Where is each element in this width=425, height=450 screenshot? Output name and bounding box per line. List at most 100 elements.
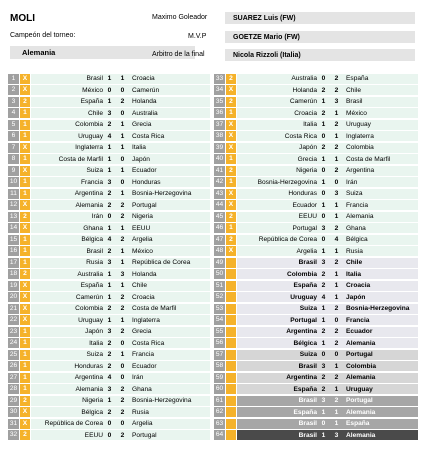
away-score[interactable]: 1 [120,75,125,82]
away-score[interactable]: 2 [334,224,339,232]
home-score[interactable]: 1 [107,75,112,82]
home-score[interactable]: 1 [107,144,112,151]
home-score[interactable]: 2 [321,282,326,289]
away-score[interactable]: 2 [120,431,125,439]
away-score[interactable]: 2 [120,213,125,220]
away-score[interactable]: 1 [334,132,339,140]
home-score[interactable]: 4 [107,132,112,140]
away-score[interactable]: 1 [334,420,339,427]
home-score[interactable]: 1 [321,408,326,416]
away-score[interactable]: 2 [120,328,125,335]
home-score[interactable]: 3 [107,385,112,393]
away-score[interactable]: 0 [120,109,125,117]
home-score[interactable]: 2 [107,351,112,358]
home-score[interactable]: 3 [107,259,112,266]
home-score[interactable]: 2 [321,374,326,381]
away-score[interactable]: 2 [334,167,339,174]
away-score[interactable]: 1 [334,155,339,163]
home-score[interactable]: 3 [107,109,112,117]
away-score[interactable]: 1 [334,109,339,117]
away-score[interactable]: 0 [120,155,125,163]
away-score[interactable]: 3 [334,98,339,105]
away-score[interactable]: 1 [334,201,339,209]
away-score[interactable]: 1 [120,259,125,266]
home-score[interactable]: 1 [107,155,112,163]
mvp-value[interactable]: GOETZE Mario (FW) [225,31,415,43]
home-score[interactable]: 3 [321,397,326,404]
away-score[interactable]: 3 [334,190,339,197]
home-score[interactable]: 2 [107,339,112,347]
home-score[interactable]: 1 [321,339,326,347]
away-score[interactable]: 2 [334,144,339,151]
away-score[interactable]: 2 [334,397,339,404]
home-score[interactable]: 0 [321,236,326,243]
home-score[interactable]: 2 [321,86,326,94]
home-score[interactable]: 1 [321,431,326,439]
home-score[interactable]: 1 [107,282,112,289]
home-score[interactable]: 1 [107,167,112,174]
home-score[interactable]: 2 [321,328,326,335]
home-score[interactable]: 3 [321,224,326,232]
away-score[interactable]: 1 [120,224,125,232]
champion-value[interactable]: Alemania [10,46,195,59]
away-score[interactable]: 2 [120,293,125,301]
away-score[interactable]: 2 [120,385,125,393]
away-score[interactable]: 1 [120,316,125,324]
away-score[interactable]: 2 [334,305,339,312]
away-score[interactable]: 2 [120,98,125,105]
home-score[interactable]: 1 [321,305,326,312]
away-score[interactable]: 2 [334,374,339,381]
home-score[interactable]: 2 [107,190,112,197]
home-score[interactable]: 3 [321,259,326,266]
away-score[interactable]: 2 [120,397,125,404]
home-score[interactable]: 0 [321,75,326,82]
home-score[interactable]: 2 [321,144,326,151]
away-score[interactable]: 2 [334,339,339,347]
away-score[interactable]: 1 [334,247,339,255]
away-score[interactable]: 3 [120,270,125,278]
away-score[interactable]: 0 [334,178,339,186]
away-score[interactable]: 1 [120,190,125,197]
home-score[interactable]: 2 [107,201,112,209]
home-score[interactable]: 2 [321,109,326,117]
home-score[interactable]: 4 [321,293,326,301]
away-score[interactable]: 2 [334,259,339,266]
home-score[interactable]: 1 [107,293,112,301]
home-score[interactable]: 3 [107,328,112,335]
home-score[interactable]: 2 [107,305,112,312]
away-score[interactable]: 2 [334,121,339,128]
away-score[interactable]: 0 [334,316,339,324]
away-score[interactable]: 1 [334,385,339,393]
home-score[interactable]: 1 [107,224,112,232]
away-score[interactable]: 1 [120,132,125,140]
away-score[interactable]: 1 [334,293,339,301]
away-score[interactable]: 1 [120,167,125,174]
home-score[interactable]: 0 [107,420,112,427]
home-score[interactable]: 1 [107,98,112,105]
home-score[interactable]: 2 [321,385,326,393]
away-score[interactable]: 2 [334,86,339,94]
home-score[interactable]: 0 [107,431,112,439]
away-score[interactable]: 0 [120,178,125,186]
away-score[interactable]: 0 [120,362,125,370]
away-score[interactable]: 2 [120,236,125,243]
away-score[interactable]: 1 [120,144,125,151]
home-score[interactable]: 1 [321,121,326,128]
home-score[interactable]: 1 [321,201,326,209]
away-score[interactable]: 2 [120,305,125,312]
away-score[interactable]: 0 [120,420,125,427]
home-score[interactable]: 0 [107,86,112,94]
away-score[interactable]: 1 [334,270,339,278]
away-score[interactable]: 3 [334,431,339,439]
away-score[interactable]: 0 [120,339,125,347]
home-score[interactable]: 2 [107,247,112,255]
home-score[interactable]: 2 [107,408,112,416]
home-score[interactable]: 1 [321,98,326,105]
away-score[interactable]: 1 [334,213,339,220]
home-score[interactable]: 0 [321,132,326,140]
away-score[interactable]: 2 [120,201,125,209]
home-score[interactable]: 2 [107,362,112,370]
home-score[interactable]: 1 [321,178,326,186]
top-scorer-value[interactable]: SUAREZ Luis (FW) [225,12,415,24]
away-score[interactable]: 2 [120,408,125,416]
